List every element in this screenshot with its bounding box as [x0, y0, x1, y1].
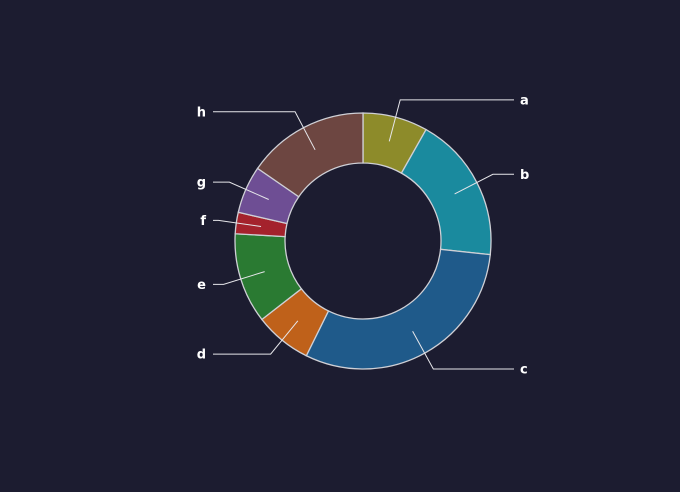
leader-line-h: [213, 111, 316, 151]
slice-label-a: a: [520, 93, 529, 108]
slice-b: [400, 128, 492, 256]
slice-label-d: d: [197, 348, 206, 363]
slice-label-c: c: [520, 362, 528, 377]
leader-line-e: [213, 271, 265, 285]
leader-line-c: [412, 331, 514, 370]
leader-line-g: [213, 181, 269, 200]
leader-line-b: [454, 173, 514, 195]
slice-c: [305, 248, 491, 370]
slice-label-g: g: [197, 176, 206, 191]
leader-line-a: [388, 99, 514, 142]
slice-label-e: e: [197, 278, 206, 293]
slice-label-h: h: [197, 105, 206, 120]
slice-label-b: b: [520, 168, 529, 183]
slice-label-f: f: [200, 214, 206, 229]
slices: [234, 112, 492, 370]
slice-labels: a b c d e f g h: [197, 93, 530, 377]
leader-lines: [213, 99, 514, 370]
slice-h: [256, 112, 364, 198]
leader-line-d: [213, 320, 299, 355]
leader-line-f: [213, 219, 262, 227]
